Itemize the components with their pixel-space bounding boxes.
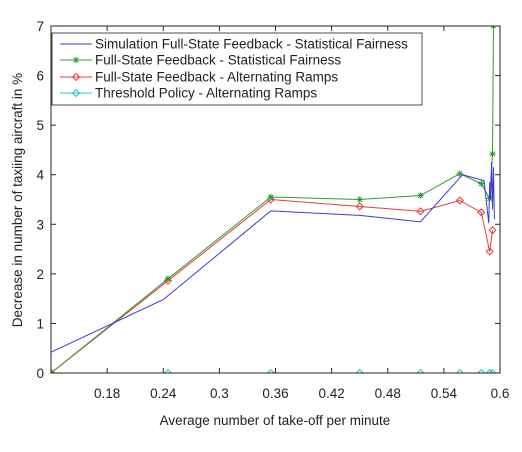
- series-1-point-stroke: [492, 26, 497, 29]
- legend-marker-2: [71, 72, 81, 82]
- series-line-0: [51, 162, 495, 359]
- y-tick-label: 7: [36, 19, 44, 34]
- series-1-point-stroke: [478, 180, 484, 187]
- x-tick-label: 0.18: [94, 386, 120, 401]
- series-1-point: [51, 369, 55, 373]
- series-1-point-stroke: [51, 370, 54, 373]
- series-1-point: [164, 275, 172, 283]
- legend-entry-threshold-policy-alternating-ramps: Threshold Policy - Alternating Ramps: [60, 86, 317, 101]
- x-tick-label: 0.42: [318, 386, 344, 401]
- series-2-point: [163, 276, 173, 285]
- series-1-point: [489, 150, 496, 158]
- series-3-point: [488, 368, 497, 373]
- series-1-point: [356, 196, 363, 203]
- series-1-point-stroke: [357, 196, 363, 203]
- series-1-point-stroke: [165, 276, 171, 282]
- y-tick-label: 3: [36, 217, 44, 232]
- legend-label-0: Simulation Full-State Feedback - Statist…: [95, 37, 408, 52]
- series-2-point: [477, 208, 486, 217]
- legend-marker-symbol-2: [71, 72, 81, 82]
- y-tick-label: 4: [36, 168, 44, 183]
- x-axis-ticks: 0.18 0.24 0.3 0.36 0.42 0.48 0.54 0.6: [94, 26, 509, 401]
- series-2-point: [455, 196, 464, 205]
- series-3-point: [266, 368, 275, 373]
- x-axis-label: Average number of take-off per minute: [160, 413, 391, 428]
- legend-marker-symbol-3: [71, 88, 81, 98]
- legend-marker-symbol-1: [72, 56, 80, 64]
- x-tick-label: 0.36: [262, 386, 288, 401]
- series-3-point: [455, 368, 464, 373]
- legend-entry-fsf-alternating-ramps: Full-State Feedback - Alternating Ramps: [60, 70, 338, 85]
- series-3-point: [163, 368, 173, 373]
- x-tick-label: 0.6: [491, 386, 510, 401]
- series-layer: [51, 26, 497, 373]
- series-3-point: [477, 368, 486, 373]
- series-3-point: [485, 368, 494, 373]
- series-2-point: [51, 368, 56, 373]
- series-2-point: [416, 207, 425, 216]
- legend-marker-symbol-1-stroke: [73, 57, 79, 63]
- series-1-point-stroke: [268, 194, 274, 200]
- series-3-point: [416, 368, 425, 373]
- y-tick-label: 2: [36, 267, 44, 282]
- legend-marker-3: [71, 88, 81, 98]
- series-1-point-stroke: [490, 26, 495, 29]
- y-axis-ticks: 0 1 2 3 4 5 6 7: [36, 19, 500, 381]
- legend-entry-simulation-fsf-statistical-fairness: Simulation Full-State Feedback - Statist…: [60, 37, 408, 52]
- series-1-point: [417, 192, 424, 199]
- y-tick-label: 6: [36, 69, 44, 84]
- series-line-2: [51, 198, 494, 373]
- series-1-point: [478, 180, 485, 187]
- series-2-point: [485, 247, 494, 256]
- legend-label-1: Full-State Feedback - Statistical Fairne…: [95, 53, 341, 68]
- x-tick-label: 0.48: [375, 386, 401, 401]
- legend: Simulation Full-State Feedback - Statist…: [51, 32, 423, 106]
- legend-label-2: Full-State Feedback - Alternating Ramps: [95, 70, 338, 85]
- x-tick-label: 0.3: [210, 386, 229, 401]
- y-axis-label: Decrease in number of taxiing aircraft i…: [10, 73, 25, 327]
- y-tick-label: 5: [36, 118, 44, 133]
- x-tick-label: 0.24: [150, 386, 177, 401]
- series-1-point-stroke: [417, 192, 424, 199]
- series-1-point: [267, 193, 275, 201]
- y-tick-label: 0: [36, 366, 44, 381]
- series-1-point-stroke: [457, 171, 463, 177]
- legend-box: [51, 32, 423, 106]
- series-1-point-stroke: [489, 151, 496, 157]
- series-2-point: [488, 226, 497, 235]
- legend-marker-1: [72, 56, 80, 64]
- x-tick-label: 0.54: [431, 386, 458, 401]
- series-3-point: [355, 368, 364, 373]
- series-1-point: [490, 26, 497, 30]
- y-tick-label: 1: [36, 316, 44, 331]
- legend-label-3: Threshold Policy - Alternating Ramps: [95, 86, 317, 101]
- series-2-point: [355, 202, 364, 211]
- series-1-point: [456, 170, 463, 177]
- legend-entry-fsf-statistical-fairness: Full-State Feedback - Statistical Fairne…: [60, 53, 341, 68]
